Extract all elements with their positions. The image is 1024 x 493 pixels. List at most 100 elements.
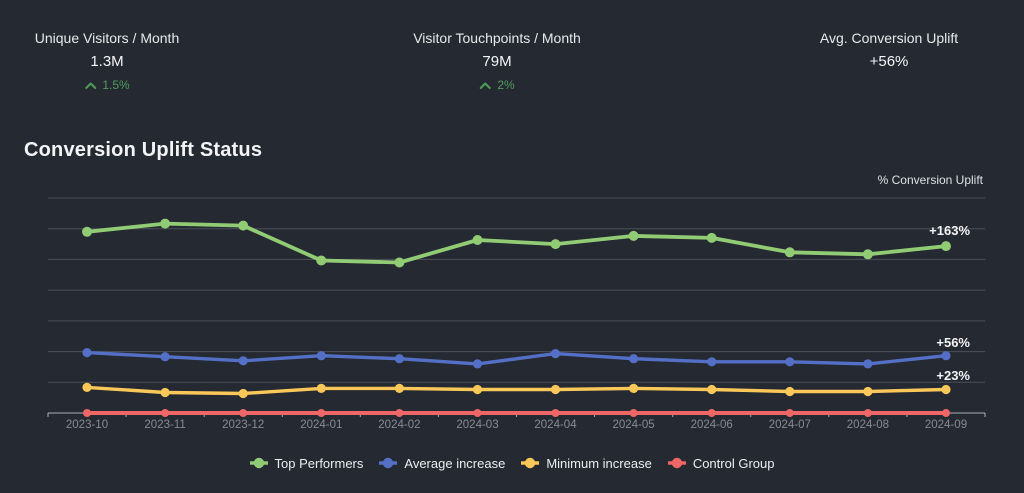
data-point bbox=[238, 356, 248, 366]
series-minimum-increase[interactable] bbox=[82, 382, 951, 399]
x-axis-label: 2024-02 bbox=[378, 419, 421, 431]
data-point bbox=[239, 409, 248, 417]
data-point bbox=[628, 230, 639, 241]
data-point bbox=[394, 354, 404, 364]
series-end-label-minimum-increase: +23% bbox=[936, 368, 970, 383]
data-point bbox=[161, 409, 170, 417]
kpi-trend: 2% bbox=[413, 78, 581, 92]
kpi-value: 79M bbox=[482, 53, 512, 70]
data-point bbox=[862, 249, 873, 260]
data-point bbox=[238, 388, 248, 399]
trend-up-icon bbox=[84, 82, 96, 89]
legend-line-marker-icon bbox=[667, 457, 686, 469]
data-point bbox=[238, 220, 249, 231]
data-point bbox=[863, 386, 873, 397]
kpi-label: Visitor Touchpoints / Month bbox=[413, 30, 581, 46]
data-point bbox=[82, 382, 92, 392]
data-point bbox=[160, 387, 170, 398]
x-axis-label: 2024-05 bbox=[612, 419, 655, 431]
y-axis-name: % Conversion Uplift bbox=[877, 173, 983, 187]
kpi-avg-conversion-uplift: Avg. Conversion Uplift +56% bbox=[820, 31, 958, 70]
kpi-label: Unique Visitors / Month bbox=[34, 30, 180, 46]
data-point bbox=[941, 241, 951, 252]
data-point bbox=[551, 409, 560, 417]
data-point bbox=[83, 409, 91, 417]
kpi-trend: 1.5% bbox=[35, 78, 179, 92]
data-point bbox=[395, 409, 404, 417]
chart-title: Conversion Uplift Status bbox=[24, 139, 263, 161]
legend-label: Average increase bbox=[404, 455, 506, 471]
legend-line-marker-icon bbox=[249, 457, 268, 469]
legend-item-control-group[interactable]: Control Group bbox=[667, 455, 775, 471]
data-point bbox=[707, 409, 716, 417]
x-axis-label: 2024-03 bbox=[456, 419, 499, 431]
data-point bbox=[472, 359, 483, 369]
kpi-value: +56% bbox=[869, 53, 909, 70]
data-point bbox=[785, 409, 794, 417]
data-point bbox=[473, 409, 482, 417]
legend-item-average-increase[interactable]: Average increase bbox=[379, 456, 505, 471]
kpi-unique-visitors-month: Unique Visitors / Month 1.3M 1.5% bbox=[34, 30, 180, 93]
data-point bbox=[316, 383, 326, 393]
data-point bbox=[550, 239, 561, 250]
trend-up-icon bbox=[479, 82, 491, 89]
data-point bbox=[785, 357, 795, 367]
gridlines bbox=[48, 197, 985, 383]
x-axis-label: 2024-06 bbox=[690, 419, 733, 431]
data-point bbox=[472, 384, 483, 395]
data-point bbox=[784, 247, 795, 258]
data-point bbox=[160, 218, 171, 229]
data-point bbox=[707, 384, 717, 395]
data-point bbox=[472, 235, 483, 245]
data-point bbox=[706, 232, 717, 243]
x-axis-label: 2023-10 bbox=[65, 419, 109, 431]
data-point bbox=[316, 255, 327, 266]
legend-line-marker-icon bbox=[521, 457, 540, 469]
x-axis-label: 2024-04 bbox=[534, 419, 577, 431]
data-point bbox=[941, 351, 951, 361]
legend-label: Top Performers bbox=[274, 455, 364, 471]
kpi-trend-value: 2% bbox=[497, 78, 515, 92]
series-control-group[interactable] bbox=[83, 409, 950, 417]
x-axis-label: 2024-07 bbox=[768, 419, 811, 431]
series-end-label-top-performers: +163% bbox=[929, 223, 970, 238]
x-axis-label: 2024-01 bbox=[300, 419, 343, 431]
series-average-increase[interactable] bbox=[82, 348, 951, 369]
data-point bbox=[942, 409, 950, 417]
series-top-performers[interactable] bbox=[82, 218, 951, 268]
data-point bbox=[629, 409, 638, 417]
kpi-trend-value: 1.5% bbox=[102, 78, 130, 92]
data-point bbox=[550, 349, 561, 359]
data-point bbox=[863, 359, 873, 369]
kpi-visitor-touchpoints-month: Visitor Touchpoints / Month 79M 2% bbox=[413, 30, 581, 93]
data-point bbox=[82, 226, 92, 237]
data-point bbox=[394, 257, 405, 268]
legend-label: Control Group bbox=[692, 455, 775, 471]
kpi-label: Avg. Conversion Uplift bbox=[819, 30, 959, 46]
x-axis-label: 2024-08 bbox=[846, 419, 889, 431]
x-axis-label: 2024-09 bbox=[924, 419, 968, 431]
data-point bbox=[863, 409, 872, 417]
x-axis-label: 2023-12 bbox=[222, 419, 265, 431]
legend-item-minimum-increase[interactable]: Minimum increase bbox=[521, 455, 652, 471]
legend-item-top-performers[interactable]: Top Performers bbox=[249, 455, 364, 471]
legend-line-marker-icon bbox=[379, 457, 398, 469]
data-point bbox=[707, 357, 717, 367]
data-point bbox=[550, 384, 561, 395]
series-end-label-average-increase: +56% bbox=[936, 335, 970, 350]
data-point bbox=[316, 351, 326, 361]
data-point bbox=[785, 386, 795, 397]
data-point bbox=[629, 383, 639, 393]
x-axis-label: 2023-11 bbox=[144, 419, 186, 431]
data-point bbox=[941, 384, 951, 395]
data-point bbox=[160, 352, 170, 362]
data-point bbox=[317, 409, 326, 417]
kpi-value: 1.3M bbox=[90, 53, 124, 70]
legend-label: Minimum increase bbox=[546, 455, 652, 471]
data-point bbox=[82, 348, 92, 358]
chart-legend: Top Performers Average increase Minimum in… bbox=[0, 452, 1024, 474]
data-point bbox=[394, 383, 404, 393]
